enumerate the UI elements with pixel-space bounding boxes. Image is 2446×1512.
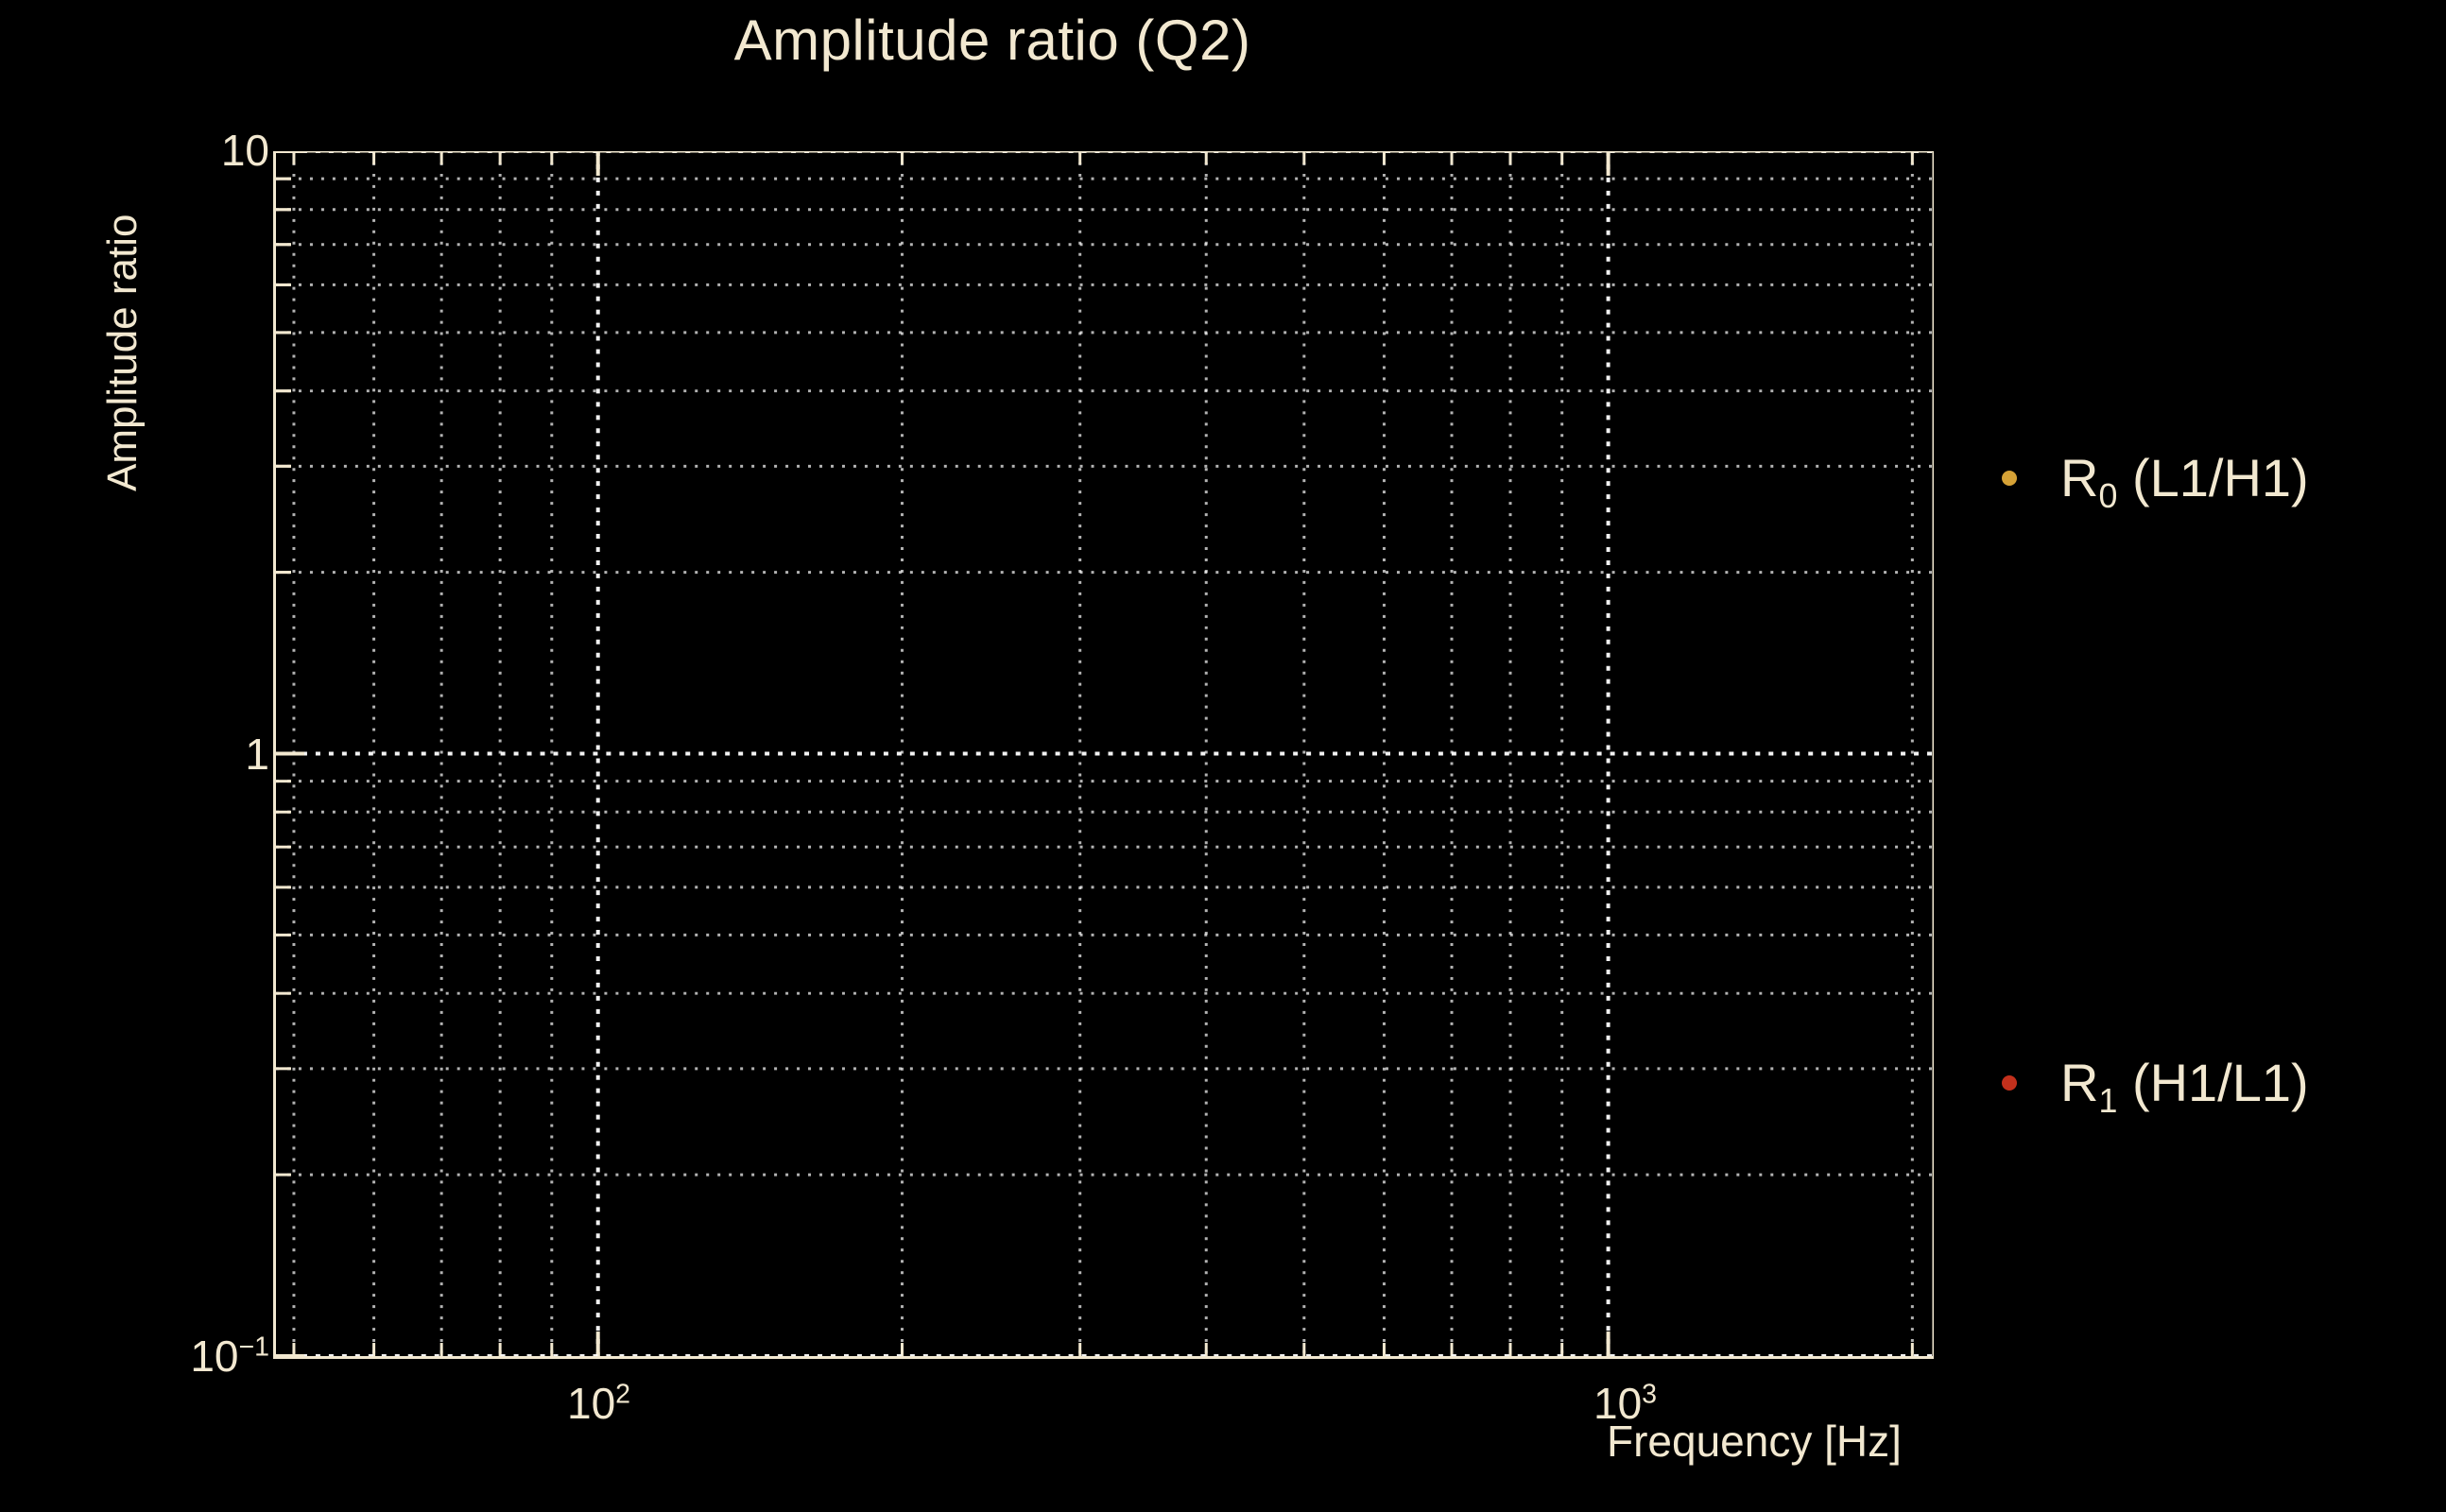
x-axis-title: Frequency [Hz]: [1607, 1417, 1902, 1466]
legend-entry-r1[interactable]: R1 (H1/L1): [1985, 1053, 2309, 1121]
y-tick-label-0p1: 10−1: [190, 1332, 269, 1381]
legend-label-r1: R1 (H1/L1): [2060, 1053, 2309, 1121]
plot-area: [273, 151, 1934, 1359]
legend-marker-r1: [2002, 1075, 2017, 1091]
chart-title: Amplitude ratio (Q2): [733, 9, 1251, 72]
legend-label-r0: R0 (L1/H1): [2060, 448, 2309, 516]
legend: R0 (L1/H1) R1 (H1/L1): [1985, 151, 2429, 1361]
legend-entry-r0[interactable]: R0 (L1/H1): [1985, 448, 2309, 516]
x-tick-label-1000: 103: [1593, 1379, 1658, 1428]
legend-marker-r0: [2002, 471, 2017, 486]
x-tick-label-100: 102: [567, 1379, 631, 1428]
y-tick-label-1: 1: [245, 730, 269, 779]
y-axis-title: Amplitude ratio: [99, 214, 146, 491]
grid-layer: [276, 151, 1934, 1356]
y-tick-label-10: 10: [220, 126, 269, 175]
